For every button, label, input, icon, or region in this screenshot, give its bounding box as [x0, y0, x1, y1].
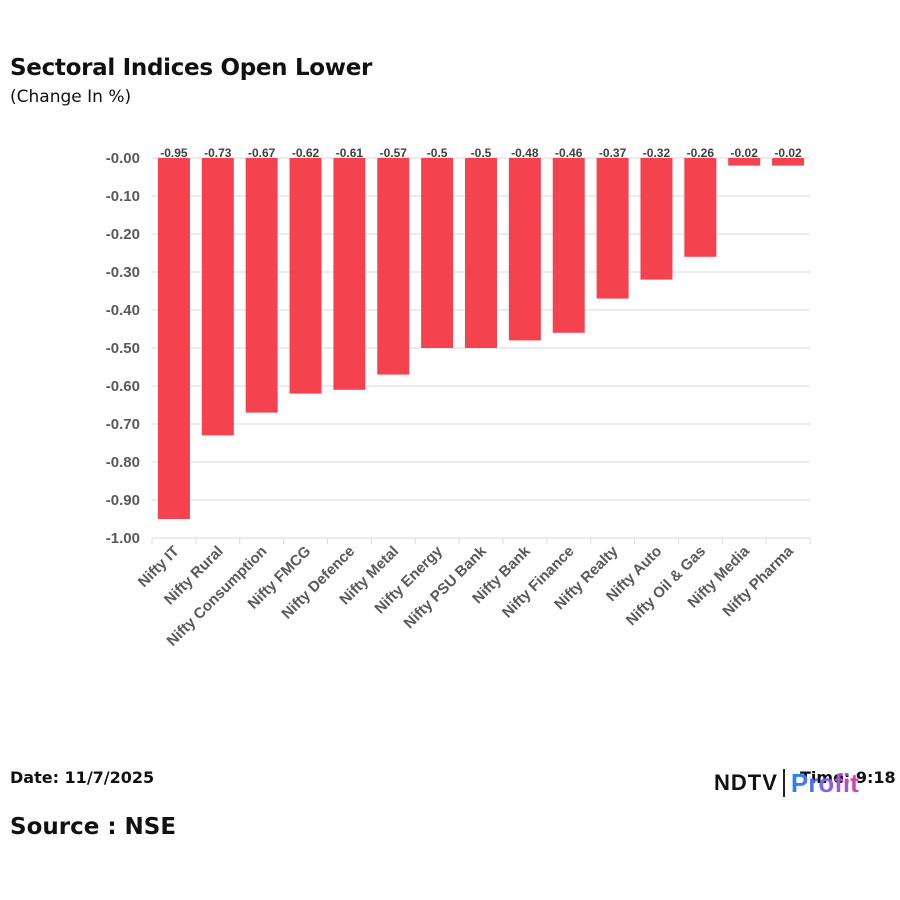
data-label: -0.32: [643, 146, 671, 160]
data-label: -0.57: [380, 146, 408, 160]
y-tick-label: -0.00: [106, 150, 140, 167]
y-tick-label: -0.20: [106, 226, 140, 243]
y-tick-label: -1.00: [106, 530, 140, 547]
bar: [289, 158, 322, 394]
y-tick-label: -0.30: [106, 264, 140, 281]
bar: [245, 158, 278, 413]
bar-chart: -0.95 -0.73 -0.67 -0.62 -0.61 -0.57 -0.5 -0.5 -0…: [106, 146, 811, 650]
data-label: -0.37: [599, 146, 627, 160]
data-label: -0.5: [471, 146, 492, 160]
data-label: -0.62: [292, 146, 320, 160]
y-tick-label: -0.80: [106, 454, 140, 471]
logo-divider: [782, 769, 785, 797]
bar: [640, 158, 673, 280]
bar: [465, 158, 497, 348]
y-tick-label: -0.90: [106, 492, 140, 509]
y-tick-label: -0.10: [106, 188, 140, 205]
y-tick-label: -0.50: [106, 340, 140, 357]
y-tick-label: -0.60: [106, 378, 140, 395]
source-label: Source : NSE: [10, 814, 177, 840]
chart-title: Sectoral Indices Open Lower: [10, 55, 373, 81]
date-label: Date: 11/7/2025: [10, 768, 155, 787]
data-label: -0.02: [774, 146, 802, 160]
logo-ndtv-text: NDTV: [714, 770, 778, 795]
chart-subtitle: (Change In %): [10, 87, 132, 107]
bar: [684, 158, 717, 257]
bar: [552, 158, 585, 333]
data-label: -0.73: [204, 146, 232, 160]
data-label: -0.26: [687, 146, 715, 160]
bar: [508, 158, 541, 341]
logo-profit-text: Profit: [790, 767, 859, 798]
bar: [377, 158, 410, 375]
x-category-label: Nifty Oil & Gas: [623, 543, 709, 629]
data-label: -0.02: [731, 146, 759, 160]
data-label: -0.5: [427, 146, 448, 160]
data-label: -0.61: [336, 146, 364, 160]
bar: [728, 158, 761, 166]
bar: [772, 158, 805, 166]
ndtv-profit-logo: NDTV Profit: [714, 766, 859, 800]
data-label: -0.95: [160, 146, 188, 160]
bar: [201, 158, 234, 436]
bar: [157, 158, 190, 519]
data-label: -0.46: [555, 146, 583, 160]
data-label: -0.67: [248, 146, 276, 160]
y-tick-label: -0.40: [106, 302, 140, 319]
y-tick-label: -0.70: [106, 416, 140, 433]
data-label: -0.48: [511, 146, 539, 160]
bar: [333, 158, 366, 390]
time-label: Time: 9:18: [800, 768, 896, 787]
bar: [421, 158, 454, 348]
bar: [596, 158, 629, 299]
